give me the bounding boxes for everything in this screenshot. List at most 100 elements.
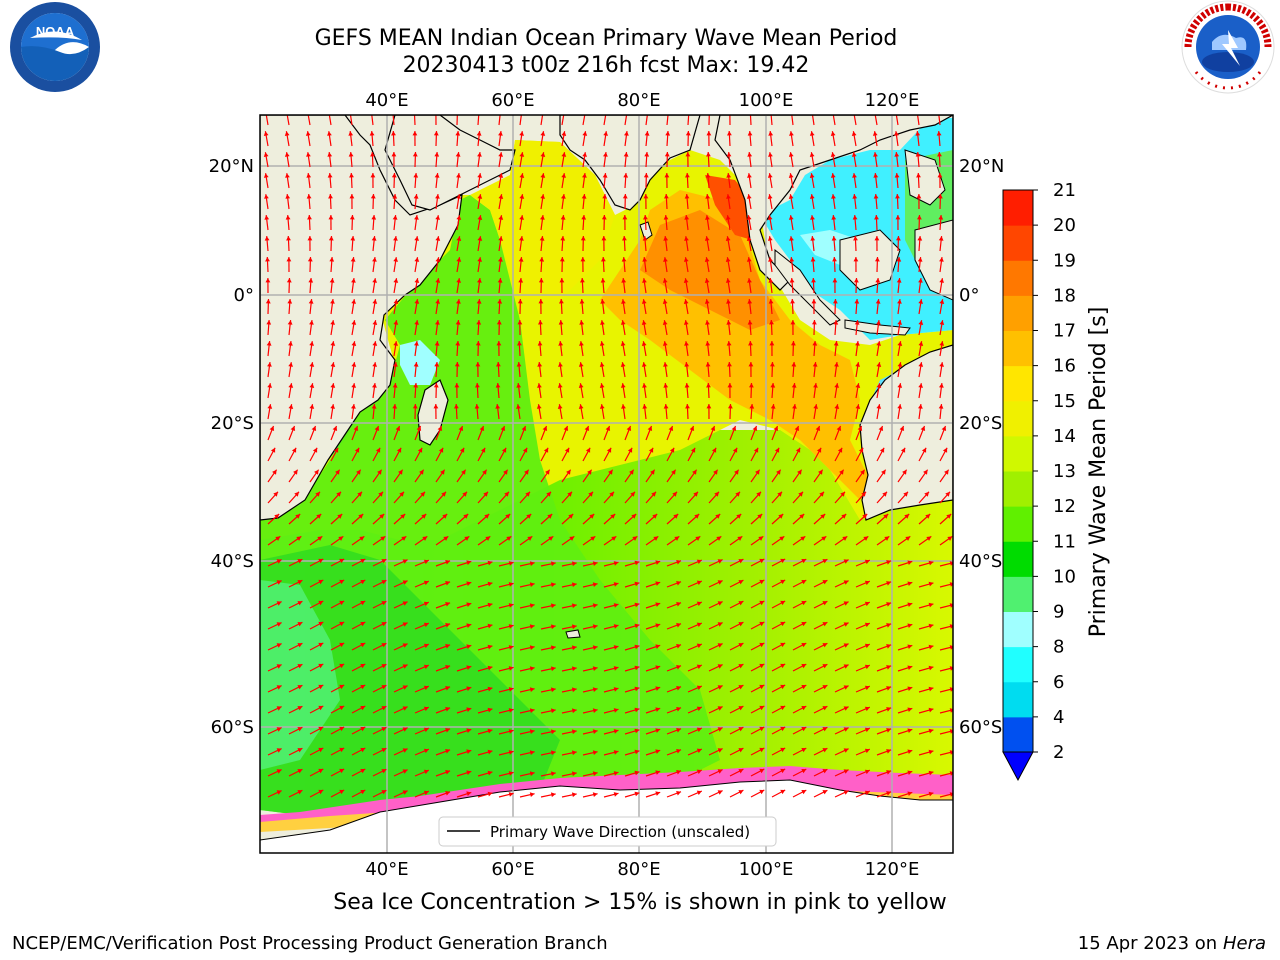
colorbar-segment xyxy=(1003,400,1033,437)
wave-arrow-head xyxy=(810,257,816,262)
wave-arrow-head xyxy=(440,469,445,475)
wave-arrow-head xyxy=(378,491,383,497)
wave-arrow-head xyxy=(613,750,619,755)
wave-arrow-head xyxy=(883,514,889,519)
wave-arrow-head xyxy=(734,469,739,475)
wave-arrow-head xyxy=(381,643,387,648)
wave-arrow-head xyxy=(550,582,556,588)
wave-arrow-head xyxy=(272,469,277,475)
wave-arrow-head xyxy=(904,514,910,519)
wave-arrow-head xyxy=(484,514,490,519)
wave-arrow-head xyxy=(466,602,472,607)
wave-arrow-head xyxy=(529,792,535,797)
wave-arrow-head xyxy=(812,341,818,346)
wave-arrow-head xyxy=(634,602,640,608)
wave-arrow-head xyxy=(379,514,385,519)
wave-arrow-head xyxy=(276,580,282,585)
wave-arrow-head xyxy=(788,152,794,157)
wave-arrow-head xyxy=(307,257,313,262)
lon-label-bottom: 120°E xyxy=(865,859,920,880)
wave-arrow-head xyxy=(585,447,591,453)
wave-arrow-head xyxy=(349,194,355,199)
wave-arrow-head xyxy=(879,447,885,453)
wave-arrow-head xyxy=(717,727,723,732)
wave-arrow-head xyxy=(738,790,744,795)
lat-label-left: 20°S xyxy=(211,413,254,434)
wave-arrow-head xyxy=(915,131,921,136)
wave-arrow-head xyxy=(423,748,429,754)
wave-arrow-head xyxy=(558,341,564,346)
wave-arrow-head xyxy=(400,514,406,519)
wave-arrow-head xyxy=(685,404,690,409)
wave-arrow-head xyxy=(318,705,324,711)
colorbar-segment xyxy=(1003,506,1033,542)
wave-arrow-head xyxy=(327,110,332,115)
wave-arrow-head xyxy=(841,514,847,519)
wave-arrow-head xyxy=(692,469,697,475)
wave-arrow-head xyxy=(354,447,360,453)
wave-arrow-head xyxy=(747,278,752,283)
wave-arrow-head xyxy=(592,582,598,587)
wave-arrow-head xyxy=(809,194,815,199)
wave-arrow-head xyxy=(834,404,840,409)
wave-arrow-shaft xyxy=(938,115,941,126)
wave-arrow-head xyxy=(306,173,312,178)
wave-arrow-head xyxy=(717,580,723,585)
wave-arrow-head xyxy=(907,728,913,733)
wave-arrow-head xyxy=(516,383,522,388)
wave-arrow-head xyxy=(519,152,525,157)
wave-arrow-head xyxy=(500,426,506,431)
wave-arrow-head xyxy=(476,299,482,304)
lon-label-top: 80°E xyxy=(617,90,660,111)
wave-arrow-head xyxy=(561,194,566,199)
lon-label-top: 40°E xyxy=(365,90,408,111)
wave-arrow-head xyxy=(928,665,934,671)
wave-arrow-head xyxy=(339,600,345,606)
wave-arrow-head xyxy=(949,708,953,713)
lon-label-top: 60°E xyxy=(491,90,534,111)
wave-arrow-head xyxy=(928,728,934,734)
wave-arrow-head xyxy=(655,560,661,565)
wave-arrow-head xyxy=(318,726,324,732)
colorbar-segment xyxy=(1003,260,1033,296)
wave-arrow-head xyxy=(550,561,556,567)
wave-arrow-head xyxy=(338,536,344,541)
wave-arrow-head xyxy=(433,404,439,409)
wave-arrow-head xyxy=(401,536,407,541)
wave-arrow-head xyxy=(780,558,786,564)
wave-arrow-head xyxy=(445,770,451,775)
wave-arrow-head xyxy=(456,278,461,283)
map-subtitle: 20230413 t00z 216h fcst Max: 19.42 xyxy=(402,53,810,78)
wave-arrow-shaft xyxy=(265,115,269,126)
wave-arrow-head xyxy=(396,447,402,453)
wave-arrow-head xyxy=(886,728,892,733)
wave-arrow-head xyxy=(339,642,345,648)
wave-arrow-head xyxy=(684,194,690,199)
wave-arrow-head xyxy=(713,469,718,475)
wave-arrow-head xyxy=(613,561,619,566)
wave-arrow-head xyxy=(590,536,596,541)
wave-arrow-head xyxy=(276,769,282,774)
wave-arrow-head xyxy=(539,236,545,241)
wave-arrow-head xyxy=(505,514,511,519)
wave-arrow-head xyxy=(812,362,818,367)
wave-arrow-head xyxy=(768,299,774,304)
wave-arrow-head xyxy=(780,768,786,774)
wave-arrow-head xyxy=(297,622,303,627)
wave-arrow-head xyxy=(777,491,782,497)
wave-arrow-head xyxy=(398,469,403,475)
wave-arrow-head xyxy=(769,320,774,325)
wave-arrow-head xyxy=(864,622,870,628)
wave-arrow-head xyxy=(402,748,408,753)
wave-arrow-head xyxy=(443,536,449,541)
wave-arrow-head xyxy=(461,469,466,475)
wave-arrow-head xyxy=(706,404,712,409)
wave-arrow-head xyxy=(487,770,493,776)
wave-arrow-shaft xyxy=(307,115,311,126)
wave-arrow-head xyxy=(650,469,655,475)
wave-arrow-head xyxy=(613,687,619,692)
wave-arrow-head xyxy=(945,491,950,497)
wave-arrow-head xyxy=(864,643,870,649)
wave-arrow-head xyxy=(822,580,828,585)
wave-arrow-head xyxy=(359,536,365,541)
